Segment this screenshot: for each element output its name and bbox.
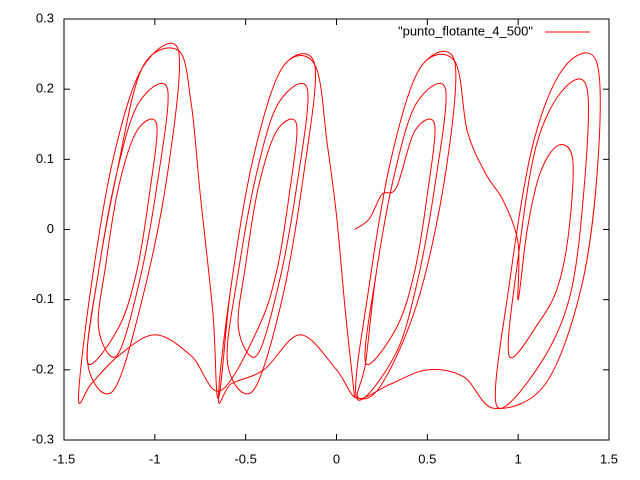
x-tick-label: 0 bbox=[333, 451, 340, 466]
x-tick-label: 0.5 bbox=[418, 451, 436, 466]
y-tick-label: -0.2 bbox=[32, 361, 54, 376]
x-tick-label: 1.5 bbox=[600, 451, 618, 466]
y-tick-label: 0 bbox=[47, 221, 54, 236]
y-tick-label: -0.3 bbox=[32, 431, 54, 446]
legend-label: "punto_flotante_4_500" bbox=[398, 23, 533, 38]
x-tick-label: -1 bbox=[149, 451, 161, 466]
x-tick-label: -1.5 bbox=[53, 451, 75, 466]
x-tick-label: -0.5 bbox=[234, 451, 256, 466]
y-tick-label: 0.2 bbox=[36, 81, 54, 96]
y-tick-label: 0.1 bbox=[36, 151, 54, 166]
y-tick-label: -0.1 bbox=[32, 291, 54, 306]
x-tick-label: 1 bbox=[515, 451, 522, 466]
y-tick-label: 0.3 bbox=[36, 10, 54, 25]
series-line bbox=[78, 42, 601, 410]
